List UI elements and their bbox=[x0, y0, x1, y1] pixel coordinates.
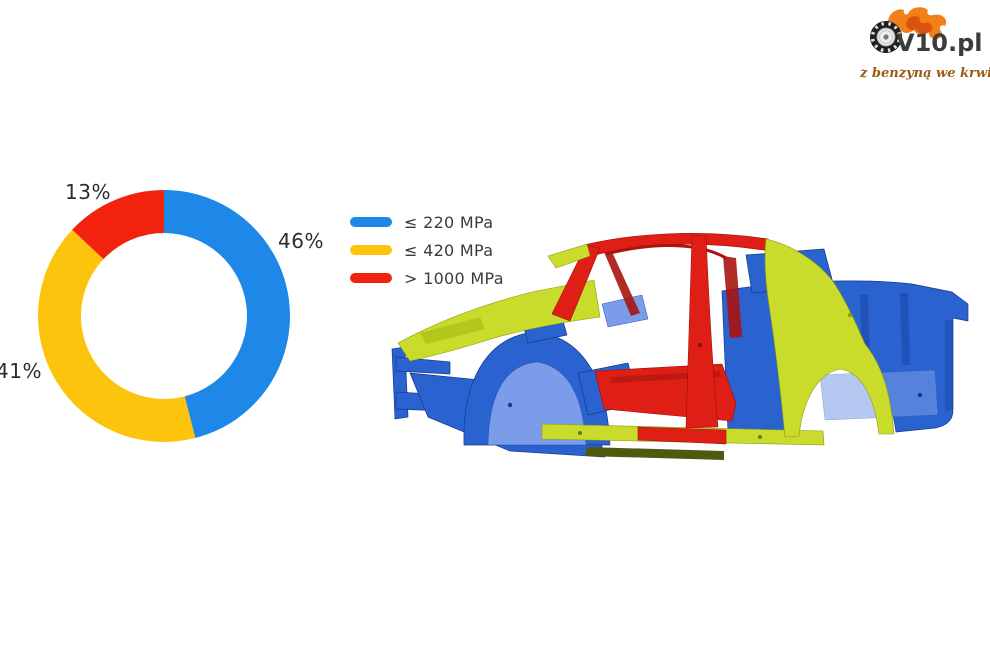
legend-label: ≤ 420 MPa bbox=[404, 240, 494, 260]
legend-item: ≤ 420 MPa bbox=[350, 236, 504, 264]
car-body-structure-image bbox=[390, 225, 970, 465]
car-front-rail-accent bbox=[420, 317, 485, 344]
car-farside-a-pillar bbox=[604, 252, 640, 316]
car-b-pillar bbox=[685, 235, 719, 429]
car-rear-strut bbox=[900, 293, 910, 365]
car-rocker-tread bbox=[586, 447, 724, 460]
flame-inner-icon bbox=[906, 15, 933, 34]
donut-chart-svg bbox=[38, 190, 290, 442]
car-farside-roof-rail bbox=[605, 244, 727, 260]
car-front-upper-beam bbox=[395, 356, 451, 375]
car-front-upper-structure bbox=[397, 279, 601, 362]
legend-label: ≤ 220 MPa bbox=[404, 212, 494, 232]
car-c-pillar-and-rear-arch bbox=[764, 238, 895, 438]
weld-hole bbox=[578, 431, 582, 435]
weld-hole bbox=[507, 402, 513, 408]
car-farside-b-pillar bbox=[723, 256, 742, 338]
donut-percent-label: 46% bbox=[278, 229, 324, 253]
site-logo: V10.pl z benzyną we krwi bbox=[860, 5, 990, 83]
legend-item: > 1000 MPa bbox=[350, 264, 504, 292]
donut-percent-label: 41% bbox=[0, 359, 42, 383]
brand-tagline: z benzyną we krwi bbox=[860, 66, 990, 81]
donut-percent-label: 13% bbox=[65, 180, 111, 204]
car-front-roof-header bbox=[547, 243, 591, 269]
weld-hole bbox=[917, 392, 923, 398]
legend-label: > 1000 MPa bbox=[404, 268, 504, 288]
donut-slice-0 bbox=[164, 190, 290, 439]
car-rear-panel-edge bbox=[945, 320, 953, 412]
legend: ≤ 220 MPa ≤ 420 MPa > 1000 MPa bbox=[350, 208, 504, 292]
brand-wordmark: V10.pl bbox=[896, 29, 983, 57]
car-a-pillar bbox=[551, 244, 601, 322]
donut-slice-1 bbox=[38, 229, 196, 442]
car-frame-illustration bbox=[391, 233, 969, 460]
legend-swatch-blue bbox=[350, 217, 392, 227]
donut-slice-2 bbox=[72, 190, 164, 260]
tire-icon bbox=[870, 21, 902, 53]
car-sill-red-section bbox=[637, 426, 727, 445]
weld-hole bbox=[847, 312, 853, 318]
legend-swatch-red bbox=[350, 273, 392, 283]
legend-swatch-yellow bbox=[350, 245, 392, 255]
legend-item: ≤ 220 MPa bbox=[350, 208, 504, 236]
steel-strength-donut-chart: 46% 41% 13% bbox=[0, 160, 345, 475]
weld-hole bbox=[697, 342, 703, 348]
weld-hole bbox=[758, 435, 762, 439]
tire-flame-logo-icon bbox=[870, 7, 947, 53]
